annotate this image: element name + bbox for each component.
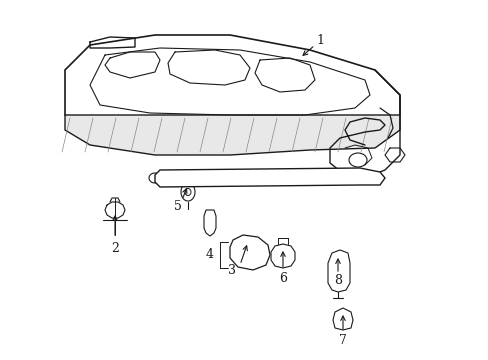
Text: 3: 3 bbox=[227, 264, 236, 276]
Text: 8: 8 bbox=[333, 274, 341, 287]
Polygon shape bbox=[332, 308, 352, 330]
Polygon shape bbox=[65, 115, 399, 155]
Polygon shape bbox=[270, 244, 294, 268]
Text: 7: 7 bbox=[338, 333, 346, 346]
Text: 6: 6 bbox=[279, 271, 286, 284]
Text: 4: 4 bbox=[205, 248, 214, 261]
Text: 5: 5 bbox=[174, 201, 182, 213]
Polygon shape bbox=[203, 210, 216, 236]
Polygon shape bbox=[155, 168, 384, 187]
Ellipse shape bbox=[348, 153, 366, 167]
Polygon shape bbox=[229, 235, 269, 270]
Polygon shape bbox=[65, 35, 399, 130]
Text: 2: 2 bbox=[111, 242, 119, 255]
Polygon shape bbox=[327, 250, 349, 292]
Text: 1: 1 bbox=[315, 33, 324, 46]
